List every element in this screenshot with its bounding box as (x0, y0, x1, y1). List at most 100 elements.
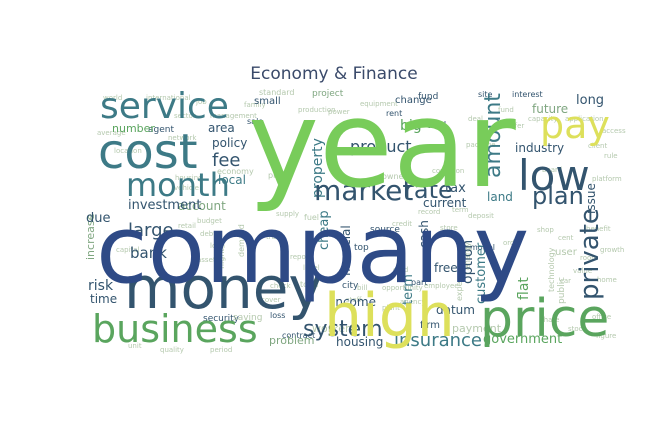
word-industry: industry (515, 141, 564, 155)
word-family: family (244, 101, 266, 109)
word-source: source (370, 225, 400, 235)
word-policy: policy (212, 136, 247, 150)
word-fund: fund (498, 106, 514, 114)
word-term: term (452, 206, 469, 214)
word-car: car (560, 277, 571, 285)
word-average: average (97, 129, 126, 137)
word-trade: trade (266, 233, 285, 241)
word-cover: cover (261, 296, 281, 304)
word-worker: worker (312, 322, 350, 335)
word-stock: stock (568, 325, 588, 333)
word-card: card (393, 266, 408, 274)
word-month: month (126, 166, 230, 204)
word-issue: issue (584, 183, 598, 214)
word-international: international (146, 94, 191, 102)
word-investment: investment (128, 198, 201, 213)
word-credit: credit (392, 220, 412, 228)
word-government: government (483, 332, 562, 347)
word-production: production (298, 106, 336, 114)
word-world: world (103, 94, 122, 102)
word-property: property (310, 138, 326, 198)
word-bill: bill (357, 284, 367, 292)
word-location: location (114, 147, 142, 155)
word-money: money (124, 254, 323, 322)
word-user: user (555, 247, 578, 258)
word-level: level (303, 264, 320, 272)
word-offer: offer (508, 122, 524, 130)
word-private: private (575, 208, 605, 300)
word-customer: customer (474, 242, 489, 304)
word-local: local (218, 173, 246, 187)
word-benefit: benefit (586, 225, 611, 233)
word-cost: cost (98, 124, 198, 180)
word-period: period (210, 346, 232, 354)
word-expensive: expensive (455, 260, 464, 301)
word-supply: supply (276, 210, 299, 218)
word-check: check (270, 282, 291, 290)
word-unit: unit (128, 342, 142, 350)
word-sale: sale (247, 117, 263, 126)
word-system: system (303, 317, 383, 342)
word-datum: datum (436, 303, 475, 317)
word-number: number (112, 122, 155, 135)
word-fund: fund (418, 92, 438, 102)
word-high: high (324, 281, 455, 351)
word-saving: saving (233, 313, 262, 323)
word-long: long (576, 93, 604, 108)
word-city: city (342, 281, 359, 291)
word-big: big (400, 118, 422, 134)
word-housing: housing (175, 174, 203, 182)
word-account: account (178, 199, 226, 213)
word-standard: standard (259, 88, 294, 97)
word-report: report (290, 253, 312, 261)
word-financial: financial (339, 225, 353, 276)
word-payment: payment (452, 322, 502, 335)
word-retail: retail (178, 222, 196, 230)
word-opportunity: opportunity (382, 284, 423, 292)
word-rate: rate (404, 176, 453, 204)
word-project: project (312, 89, 344, 99)
word-price: price (480, 289, 609, 349)
word-rule: rule (604, 152, 618, 160)
word-technology: technology (547, 247, 556, 292)
word-vehicle: vehicle (174, 184, 199, 192)
word-application: application (565, 115, 604, 123)
word-time: time (90, 292, 117, 306)
word-service: service (100, 86, 229, 127)
word-flat: flat (516, 277, 532, 300)
word-job: job (195, 98, 207, 106)
word-year: year (248, 76, 516, 215)
word-shop: shop (537, 226, 554, 234)
word-cent: cent (558, 234, 574, 242)
word-site: site (478, 90, 493, 99)
word-asset: asset (197, 256, 216, 264)
word-room: room (580, 254, 598, 262)
word-rent: rent (386, 109, 402, 118)
word-plant: plant (382, 304, 400, 312)
word-country: country (305, 243, 315, 278)
word-store: store (440, 224, 458, 232)
word-home: home (597, 276, 617, 284)
word-profit: profit (268, 171, 289, 180)
word-term: term (401, 274, 416, 305)
word-capacity: capacity (528, 115, 558, 123)
word-option: option (460, 240, 476, 284)
word-network: network (168, 134, 197, 142)
word-figure: figure (596, 332, 616, 340)
word-energy: energy (463, 242, 472, 270)
word-free: free (434, 261, 458, 275)
word-market: market (314, 174, 413, 207)
word-amount: amount (481, 93, 506, 178)
word-agent: agent (148, 125, 174, 135)
word-debt: debt (200, 230, 216, 238)
word-owner: owner (382, 172, 407, 181)
word-company: company (96, 196, 529, 305)
word-record: record (418, 208, 440, 216)
word-budget: budget (197, 217, 222, 225)
word-sector: sector (174, 112, 196, 120)
word-board: board (542, 166, 562, 174)
word-land: land (487, 190, 513, 204)
word-client: client (588, 142, 607, 150)
word-income: income (332, 295, 376, 309)
